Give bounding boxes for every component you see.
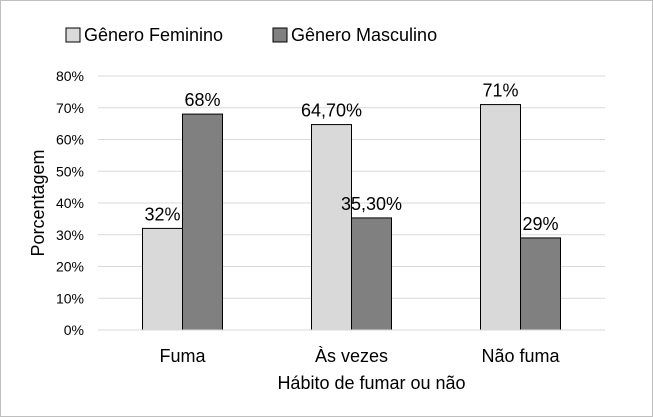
data-label: 71% xyxy=(482,81,518,101)
y-tick-label: 30% xyxy=(56,227,84,243)
data-label: 64,70% xyxy=(301,101,362,121)
y-tick-label: 20% xyxy=(56,259,84,275)
y-axis-title: Porcentagem xyxy=(28,149,48,256)
legend-swatch xyxy=(272,27,288,43)
x-axis-title: Hábito de fumar ou não xyxy=(277,373,465,393)
x-axis-categories: Fuma Às vezes Não fuma xyxy=(159,346,560,366)
bar-masculino xyxy=(182,113,223,331)
data-labels: 32% 68% 64,70% 35,30% 71% 29% xyxy=(144,81,558,234)
x-category-label: Não fuma xyxy=(481,346,560,366)
bar-feminino xyxy=(142,227,183,331)
legend-label: Gênero Feminino xyxy=(84,25,223,45)
bar-masculino xyxy=(351,217,392,331)
bar-feminino xyxy=(311,124,352,331)
legend-swatch xyxy=(65,27,81,43)
y-tick-label: 60% xyxy=(56,132,84,148)
y-axis-ticks: 0% 10% 20% 30% 40% 50% 60% 70% 80% xyxy=(56,68,84,338)
data-label: 68% xyxy=(184,90,220,110)
legend: Gênero Feminino Gênero Masculino xyxy=(65,25,437,45)
data-label: 32% xyxy=(144,204,180,224)
x-category-label: Fuma xyxy=(159,346,206,366)
data-label: 29% xyxy=(522,214,558,234)
y-tick-label: 80% xyxy=(56,68,84,84)
y-tick-label: 70% xyxy=(56,100,84,116)
bar-feminino xyxy=(480,104,521,331)
y-tick-label: 50% xyxy=(56,163,84,179)
x-category-label: Às vezes xyxy=(315,346,388,366)
data-label: 35,30% xyxy=(341,194,402,214)
legend-label: Gênero Masculino xyxy=(291,25,437,45)
bars xyxy=(142,104,561,331)
bar-masculino xyxy=(520,237,561,331)
y-tick-label: 10% xyxy=(56,290,84,306)
y-tick-label: 0% xyxy=(64,322,84,338)
y-tick-label: 40% xyxy=(56,195,84,211)
